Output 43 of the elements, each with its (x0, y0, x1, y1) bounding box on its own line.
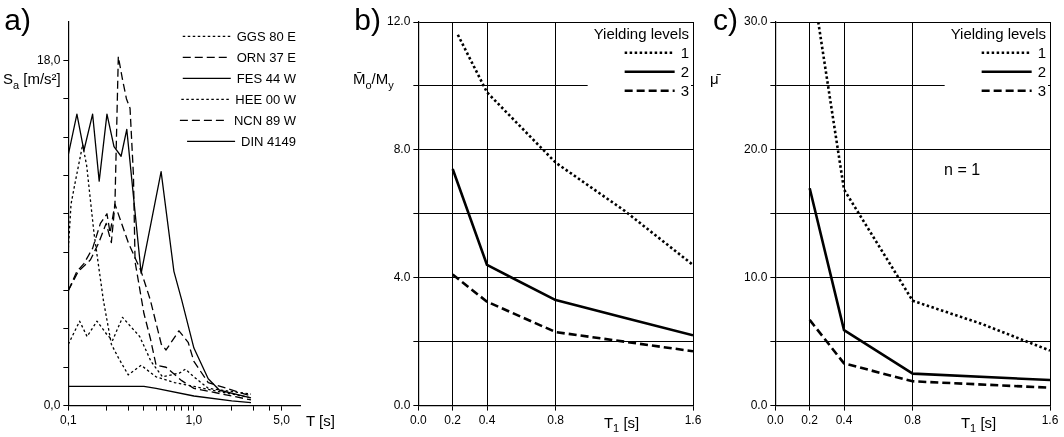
x-tick-label: 1.6 (684, 413, 702, 428)
y-tick-label: 0.0 (393, 397, 411, 412)
legend-label: 1 (1037, 44, 1046, 61)
legend-label: HEE 00 W (235, 92, 297, 107)
legend-label: 3 (1037, 82, 1046, 99)
x-tick-label: 0.4 (478, 413, 496, 428)
y-tick-label: 20.0 (744, 142, 768, 157)
legend-label: DIN 4149 (241, 134, 296, 149)
y-tick-label: 0.0 (750, 397, 768, 412)
legend-label: 2 (680, 63, 689, 80)
x-tick-label: 0.0 (410, 413, 428, 428)
legend-label: 1 (680, 44, 689, 61)
x-axis-title: T [s] (306, 411, 335, 429)
y-tick-label: 4.0 (393, 270, 411, 285)
y-tick-label: 10.0 (744, 270, 768, 285)
legend-title: Yielding levels (593, 25, 690, 42)
x-tick-label: 0,1 (60, 413, 78, 428)
y-tick-label: 0,0 (43, 397, 61, 412)
x-tick-label: 0.0 (767, 413, 785, 428)
x-tick-label: 1.6 (1041, 413, 1059, 428)
legend-label: 3 (680, 82, 689, 99)
x-tick-label: 0.2 (444, 413, 462, 428)
annotation: n = 1 (944, 161, 981, 179)
legend-title: Yielding levels (950, 25, 1047, 42)
legend-label: ORN 37 E (236, 50, 297, 65)
x-tick-label: 5,0 (273, 413, 291, 428)
legend-label: FES 44 W (236, 71, 297, 86)
legend-label: NCN 89 W (233, 113, 297, 128)
x-tick-label: 1,0 (185, 413, 203, 428)
y-tick-label: 30.0 (744, 14, 768, 29)
x-tick-label: 0.8 (547, 413, 565, 428)
legend-label: GGS 80 E (236, 29, 297, 44)
x-tick-label: 0.4 (835, 413, 853, 428)
chart-title: a) (4, 3, 32, 36)
chart-title: b) (354, 3, 382, 36)
chart-title: c) (713, 3, 739, 36)
legend-label: 2 (1037, 63, 1046, 80)
y-tick-label: 12.0 (387, 14, 411, 29)
y-tick-label: 8.0 (393, 142, 411, 157)
y-tick-label: 18,0 (37, 52, 61, 67)
x-tick-label: 0.8 (904, 413, 922, 428)
y-axis-title: μ̄ (710, 70, 721, 87)
x-tick-label: 0.2 (801, 413, 819, 428)
